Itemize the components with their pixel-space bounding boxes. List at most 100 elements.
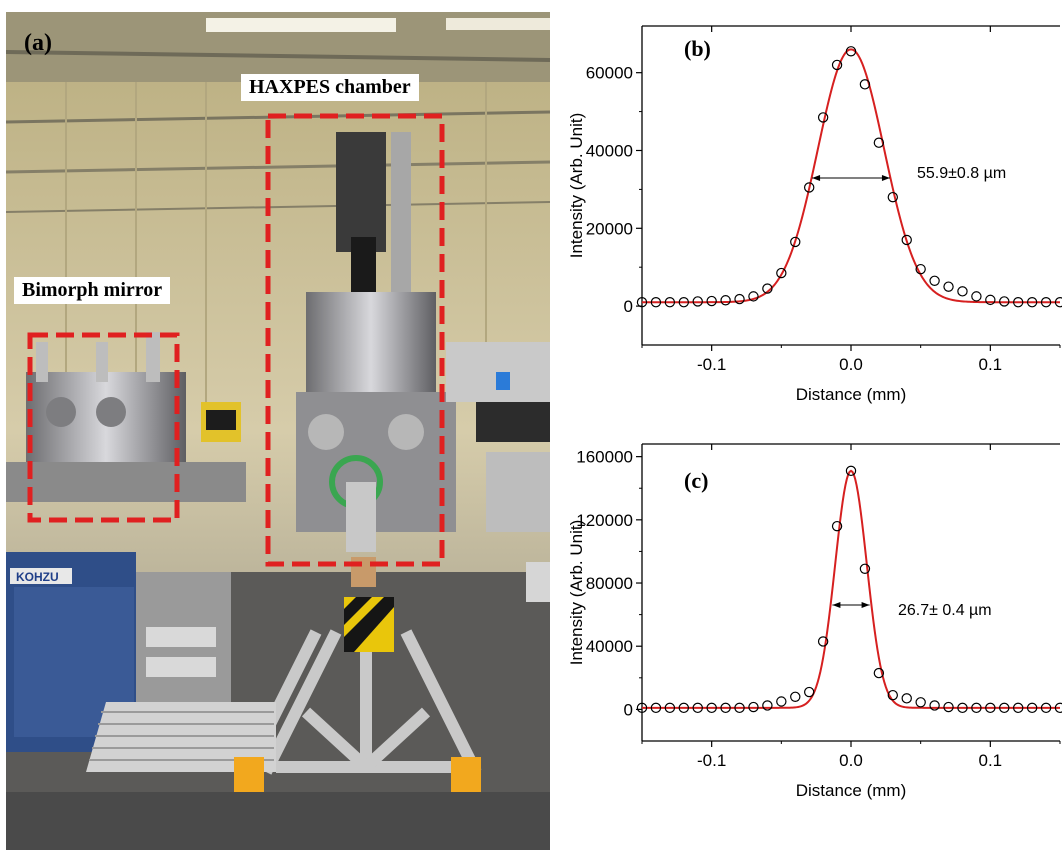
data-point <box>776 696 787 707</box>
data-point <box>636 702 648 714</box>
data-point <box>720 295 731 306</box>
data-point <box>678 297 690 308</box>
plot-area-c: 0 40000 80000 120000 160000 -0.1 0.0 0.1 <box>576 443 1062 770</box>
x-tick-label: 0.1 <box>979 355 1003 374</box>
data-point <box>915 263 926 275</box>
data-point <box>1040 702 1052 714</box>
data-point <box>985 294 996 306</box>
data-point <box>1013 297 1024 308</box>
x-tick-label: 0.0 <box>839 355 863 374</box>
data-point <box>692 702 703 714</box>
fwhm-arrowhead-left <box>812 175 821 181</box>
haxpes-label: HAXPES chamber <box>241 74 419 101</box>
bimorph-label: Bimorph mirror <box>14 277 171 304</box>
data-point <box>999 296 1010 307</box>
data-point <box>929 700 940 711</box>
fwhm-annotation-c: 26.7± 0.4 µm <box>898 602 992 619</box>
y-tick-label: 40000 <box>586 141 633 160</box>
data-point <box>790 691 801 702</box>
data-point <box>1026 702 1038 714</box>
data-point <box>776 267 787 279</box>
data-point <box>901 693 912 704</box>
data-point <box>1013 702 1024 714</box>
data-point <box>957 286 968 297</box>
data-point <box>873 137 885 148</box>
y-tick-label: 60000 <box>586 64 633 83</box>
chart-b: 0 20000 40000 60000 -0.1 0.0 0.1 (b) Distance … <box>567 25 1062 404</box>
data-point <box>748 701 759 713</box>
data-point <box>734 293 745 305</box>
data-point <box>803 182 815 193</box>
y-axis-title-b: Intensity (Arb. Unit) <box>567 113 586 259</box>
x-axis-title-b: Distance (mm) <box>796 385 907 404</box>
data-point <box>790 236 801 248</box>
data-point <box>943 281 954 292</box>
x-tick-label: 0.0 <box>839 751 863 770</box>
y-tick-label: 80000 <box>586 574 633 593</box>
data-point <box>817 112 829 123</box>
kohzu-tag <box>10 568 72 584</box>
data-point <box>943 701 954 713</box>
y-tick-label: 120000 <box>576 511 633 530</box>
data-point <box>748 291 759 302</box>
photo-panel: KOHZU (a) HAXPES chamber Bimorph mirror <box>6 12 550 850</box>
panel-label-a: (a) <box>24 30 52 56</box>
bimorph-box <box>27 332 180 523</box>
data-point <box>664 702 676 714</box>
data-point <box>999 702 1010 714</box>
data-point <box>720 702 731 714</box>
panel-label-c: (c) <box>684 468 708 493</box>
data-point <box>957 702 968 714</box>
y-axis-title-c: Intensity (Arb. Unit) <box>567 520 586 666</box>
data-point <box>1026 297 1038 308</box>
data-point <box>762 700 773 711</box>
data-point <box>901 234 912 246</box>
data-point <box>692 296 703 307</box>
chart-c: 0 40000 80000 120000 160000 -0.1 0.0 0.1 (c) Di… <box>567 443 1062 800</box>
data-point <box>887 191 898 203</box>
fit-curve <box>642 469 1060 709</box>
data-point <box>817 636 829 647</box>
data-point <box>664 297 676 308</box>
y-tick-label: 40000 <box>586 637 633 656</box>
data-point <box>887 689 898 701</box>
data-point <box>915 697 926 708</box>
data-point <box>706 295 717 307</box>
data-point <box>971 291 982 302</box>
fwhm-arrowhead-right <box>881 175 890 181</box>
data-point <box>845 465 857 477</box>
fwhm-annotation-b: 55.9±0.8 µm <box>917 165 1006 182</box>
haxpes-box <box>265 113 445 567</box>
data-point <box>831 59 843 71</box>
data-point <box>859 563 871 575</box>
fwhm-arrowhead-left <box>832 602 841 608</box>
data-point <box>636 297 648 308</box>
data-point <box>803 686 815 698</box>
data-point <box>762 283 773 294</box>
fit-curve <box>642 48 1060 304</box>
x-tick-label: -0.1 <box>697 751 726 770</box>
data-point <box>706 702 717 714</box>
y-tick-label: 20000 <box>586 219 633 238</box>
data-point <box>845 46 857 57</box>
data-point <box>650 702 662 714</box>
data-point <box>831 520 843 532</box>
data-point <box>1040 297 1052 308</box>
kohzu-brand: KOHZU <box>16 570 59 584</box>
data-point <box>929 275 940 287</box>
y-tick-label: 0 <box>624 700 633 719</box>
x-axis-title-c: Distance (mm) <box>796 781 907 800</box>
data-point <box>734 702 745 714</box>
setup-photo: KOHZU <box>6 12 550 850</box>
fwhm-arrowhead-right <box>861 602 870 608</box>
x-tick-label: 0.1 <box>979 751 1003 770</box>
data-point <box>1054 297 1062 308</box>
data-point <box>859 79 871 90</box>
plot-area-b: 0 20000 40000 60000 -0.1 0.0 0.1 <box>586 25 1062 374</box>
data-point <box>985 702 996 714</box>
y-tick-label: 160000 <box>576 448 633 467</box>
data-point <box>678 702 690 714</box>
data-point <box>971 702 982 714</box>
data-point <box>650 297 662 308</box>
data-point <box>1054 702 1062 714</box>
